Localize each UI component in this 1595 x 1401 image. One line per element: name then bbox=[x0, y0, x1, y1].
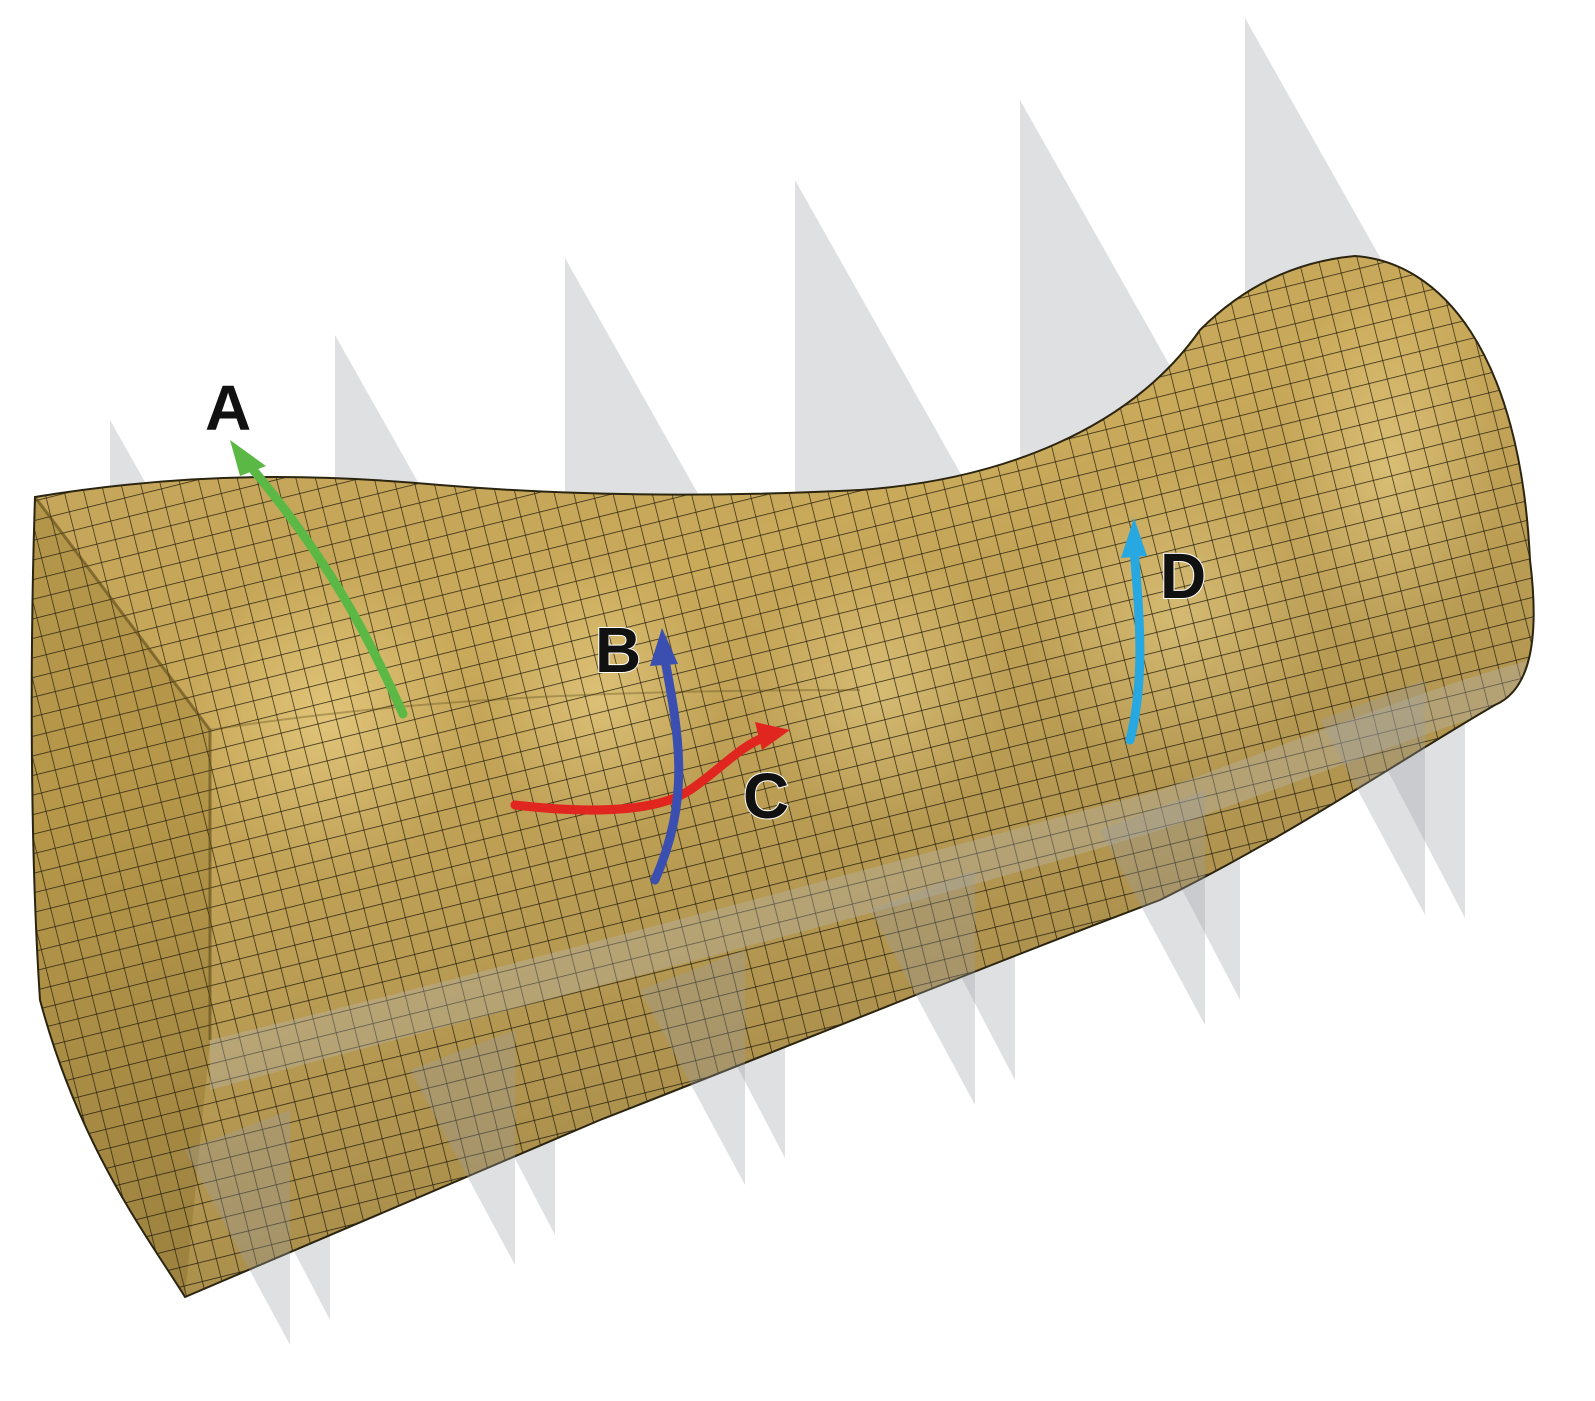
cross-section-plane-tip bbox=[640, 950, 745, 1185]
cross-section-plane-tip bbox=[870, 870, 975, 1105]
path-d: D bbox=[1121, 518, 1207, 745]
cross-section-plane-tip bbox=[1320, 680, 1425, 915]
path-b-arrowhead bbox=[650, 628, 678, 666]
path-c: C bbox=[510, 722, 790, 833]
path-c-label: C bbox=[743, 760, 789, 832]
cross-section-plane-tip bbox=[185, 1110, 290, 1345]
path-a-arrowhead bbox=[230, 440, 266, 476]
path-a-line bbox=[240, 455, 408, 719]
path-b: B bbox=[594, 613, 684, 885]
path-b-line bbox=[650, 655, 684, 885]
cross-section-plane-tip bbox=[1100, 790, 1205, 1025]
path-d-line bbox=[1125, 545, 1145, 745]
cross-section-plane-tip bbox=[410, 1030, 515, 1265]
path-a: A bbox=[204, 371, 408, 719]
path-c-arrowhead bbox=[755, 722, 790, 750]
path-d-label: D bbox=[1160, 540, 1206, 612]
path-d-arrowhead bbox=[1121, 518, 1147, 558]
cross-section-plane-tips bbox=[185, 680, 1425, 1345]
path-b-label: B bbox=[595, 614, 641, 686]
path-c-line bbox=[510, 730, 775, 815]
path-a-label: A bbox=[205, 372, 251, 444]
